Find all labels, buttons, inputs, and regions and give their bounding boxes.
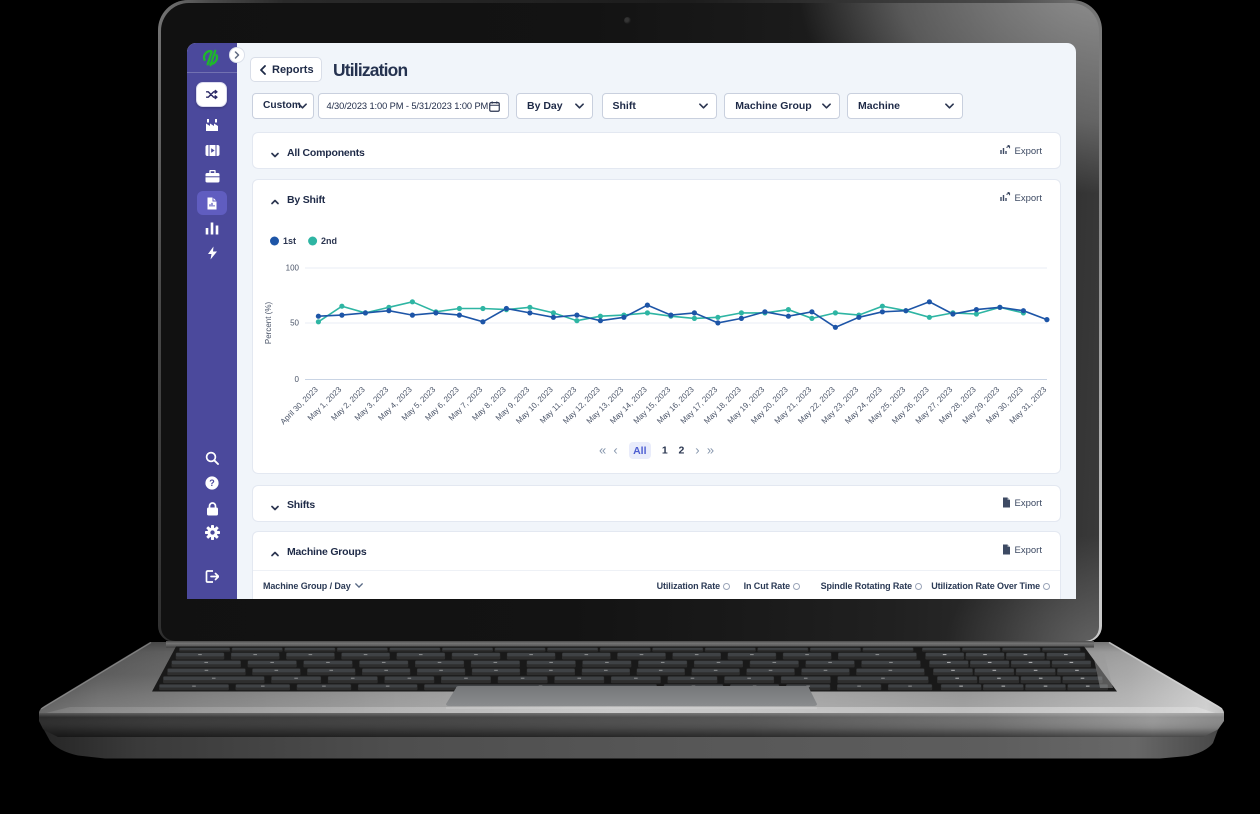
- svg-text:?: ?: [209, 478, 215, 488]
- svg-text:50: 50: [290, 319, 299, 328]
- svg-text:1st: 1st: [283, 236, 296, 246]
- svg-text:Percent (%): Percent (%): [264, 302, 273, 345]
- svg-text:0: 0: [295, 375, 300, 384]
- svg-text:100: 100: [286, 264, 300, 273]
- svg-text:2nd: 2nd: [321, 236, 337, 246]
